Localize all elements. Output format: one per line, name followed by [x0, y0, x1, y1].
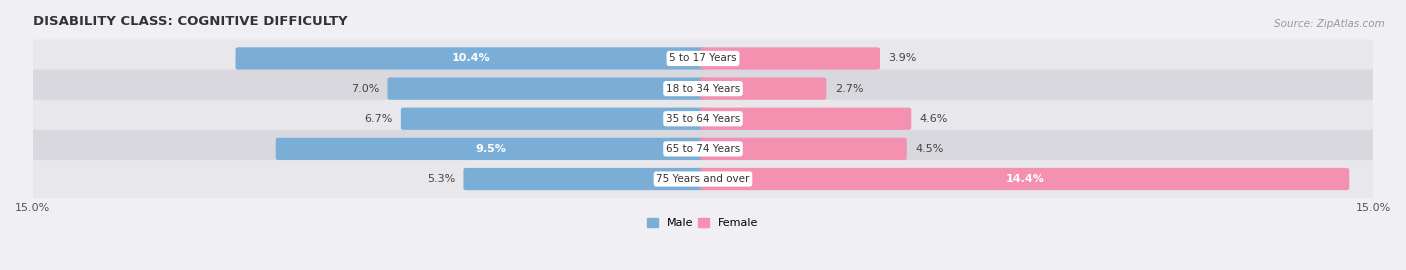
Text: 18 to 34 Years: 18 to 34 Years: [666, 84, 740, 94]
Text: 75 Years and over: 75 Years and over: [657, 174, 749, 184]
FancyBboxPatch shape: [388, 77, 706, 100]
Text: 6.7%: 6.7%: [364, 114, 392, 124]
Text: 4.5%: 4.5%: [915, 144, 943, 154]
FancyBboxPatch shape: [700, 77, 827, 100]
Text: 35 to 64 Years: 35 to 64 Years: [666, 114, 740, 124]
Text: 65 to 74 Years: 65 to 74 Years: [666, 144, 740, 154]
FancyBboxPatch shape: [13, 160, 1393, 198]
FancyBboxPatch shape: [700, 47, 880, 70]
Text: 7.0%: 7.0%: [350, 84, 380, 94]
Text: 3.9%: 3.9%: [889, 53, 917, 63]
Text: 5 to 17 Years: 5 to 17 Years: [669, 53, 737, 63]
Text: 4.6%: 4.6%: [920, 114, 948, 124]
FancyBboxPatch shape: [13, 39, 1393, 77]
Text: Source: ZipAtlas.com: Source: ZipAtlas.com: [1274, 19, 1385, 29]
FancyBboxPatch shape: [276, 138, 706, 160]
Text: 14.4%: 14.4%: [1005, 174, 1045, 184]
Text: 9.5%: 9.5%: [475, 144, 506, 154]
FancyBboxPatch shape: [700, 168, 1350, 190]
FancyBboxPatch shape: [700, 108, 911, 130]
Text: 10.4%: 10.4%: [451, 53, 489, 63]
FancyBboxPatch shape: [464, 168, 706, 190]
FancyBboxPatch shape: [700, 138, 907, 160]
FancyBboxPatch shape: [13, 100, 1393, 138]
Legend: Male, Female: Male, Female: [647, 218, 759, 228]
FancyBboxPatch shape: [13, 70, 1393, 108]
FancyBboxPatch shape: [236, 47, 706, 70]
FancyBboxPatch shape: [13, 130, 1393, 168]
FancyBboxPatch shape: [401, 108, 706, 130]
Text: DISABILITY CLASS: COGNITIVE DIFFICULTY: DISABILITY CLASS: COGNITIVE DIFFICULTY: [32, 15, 347, 28]
Text: 5.3%: 5.3%: [426, 174, 456, 184]
Text: 2.7%: 2.7%: [835, 84, 863, 94]
